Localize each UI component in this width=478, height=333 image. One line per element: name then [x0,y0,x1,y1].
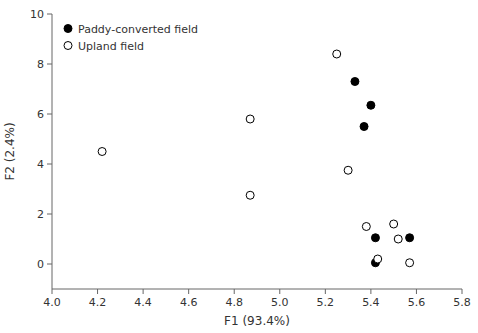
point [98,148,106,156]
legend: Paddy-converted field Upland field [64,23,198,53]
x-tick-label: 5.2 [317,296,335,309]
x-tick-label: 4.0 [43,296,61,309]
point [360,123,368,131]
chart: 4.0 4.2 4.4 4.6 4.8 5.0 5.2 5.4 5.6 5.8 0 2 4 6 8 10 F1 … [0,0,478,333]
y-tick [47,114,52,115]
x-tick [52,289,53,294]
x-tick [143,289,144,294]
x-tick-label: 5.6 [408,296,426,309]
x-tick [370,289,371,294]
y-tick-label: 2 [37,208,44,221]
point [246,191,254,199]
y-axis-label: F2 (2.4%) [3,122,17,180]
point [394,235,402,243]
x-tick-label: 4.8 [225,296,243,309]
points [98,50,414,267]
legend-swatch [64,25,72,33]
x-tick [462,289,463,294]
x-tick-label: 5.4 [362,296,380,309]
y-axis [52,14,53,289]
x-tick-label: 5.8 [453,296,471,309]
y-tick-label: 6 [37,108,44,121]
legend-swatch [64,42,72,50]
y-tick [47,64,52,65]
point [362,223,370,231]
point [333,50,341,58]
y-tick [47,14,52,15]
x-tick-label: 5.0 [271,296,289,309]
point [371,234,379,242]
x-tick [234,289,235,294]
x-tick [279,289,280,294]
x-tick [325,289,326,294]
y-tick-label: 0 [37,258,44,271]
y-tick [47,164,52,165]
x-tick [97,289,98,294]
point [344,166,352,174]
point [367,101,375,109]
point [374,255,382,263]
point [390,220,398,228]
legend-label: Paddy-converted field [78,23,198,36]
y-tick-label: 4 [37,158,44,171]
legend-label: Upland field [78,40,144,53]
point [406,259,414,267]
y-tick-label: 10 [30,8,44,21]
point [246,115,254,123]
x-tick [416,289,417,294]
y-tick-label: 8 [37,58,44,71]
x-tick-label: 4.2 [89,296,107,309]
x-tick-label: 4.4 [134,296,152,309]
x-axis [52,289,462,290]
y-tick [47,214,52,215]
y-tick [47,264,52,265]
point [351,78,359,86]
x-tick [188,289,189,294]
x-axis-label: F1 (93.4%) [224,314,290,328]
x-tick-label: 4.6 [180,296,198,309]
point [406,234,414,242]
